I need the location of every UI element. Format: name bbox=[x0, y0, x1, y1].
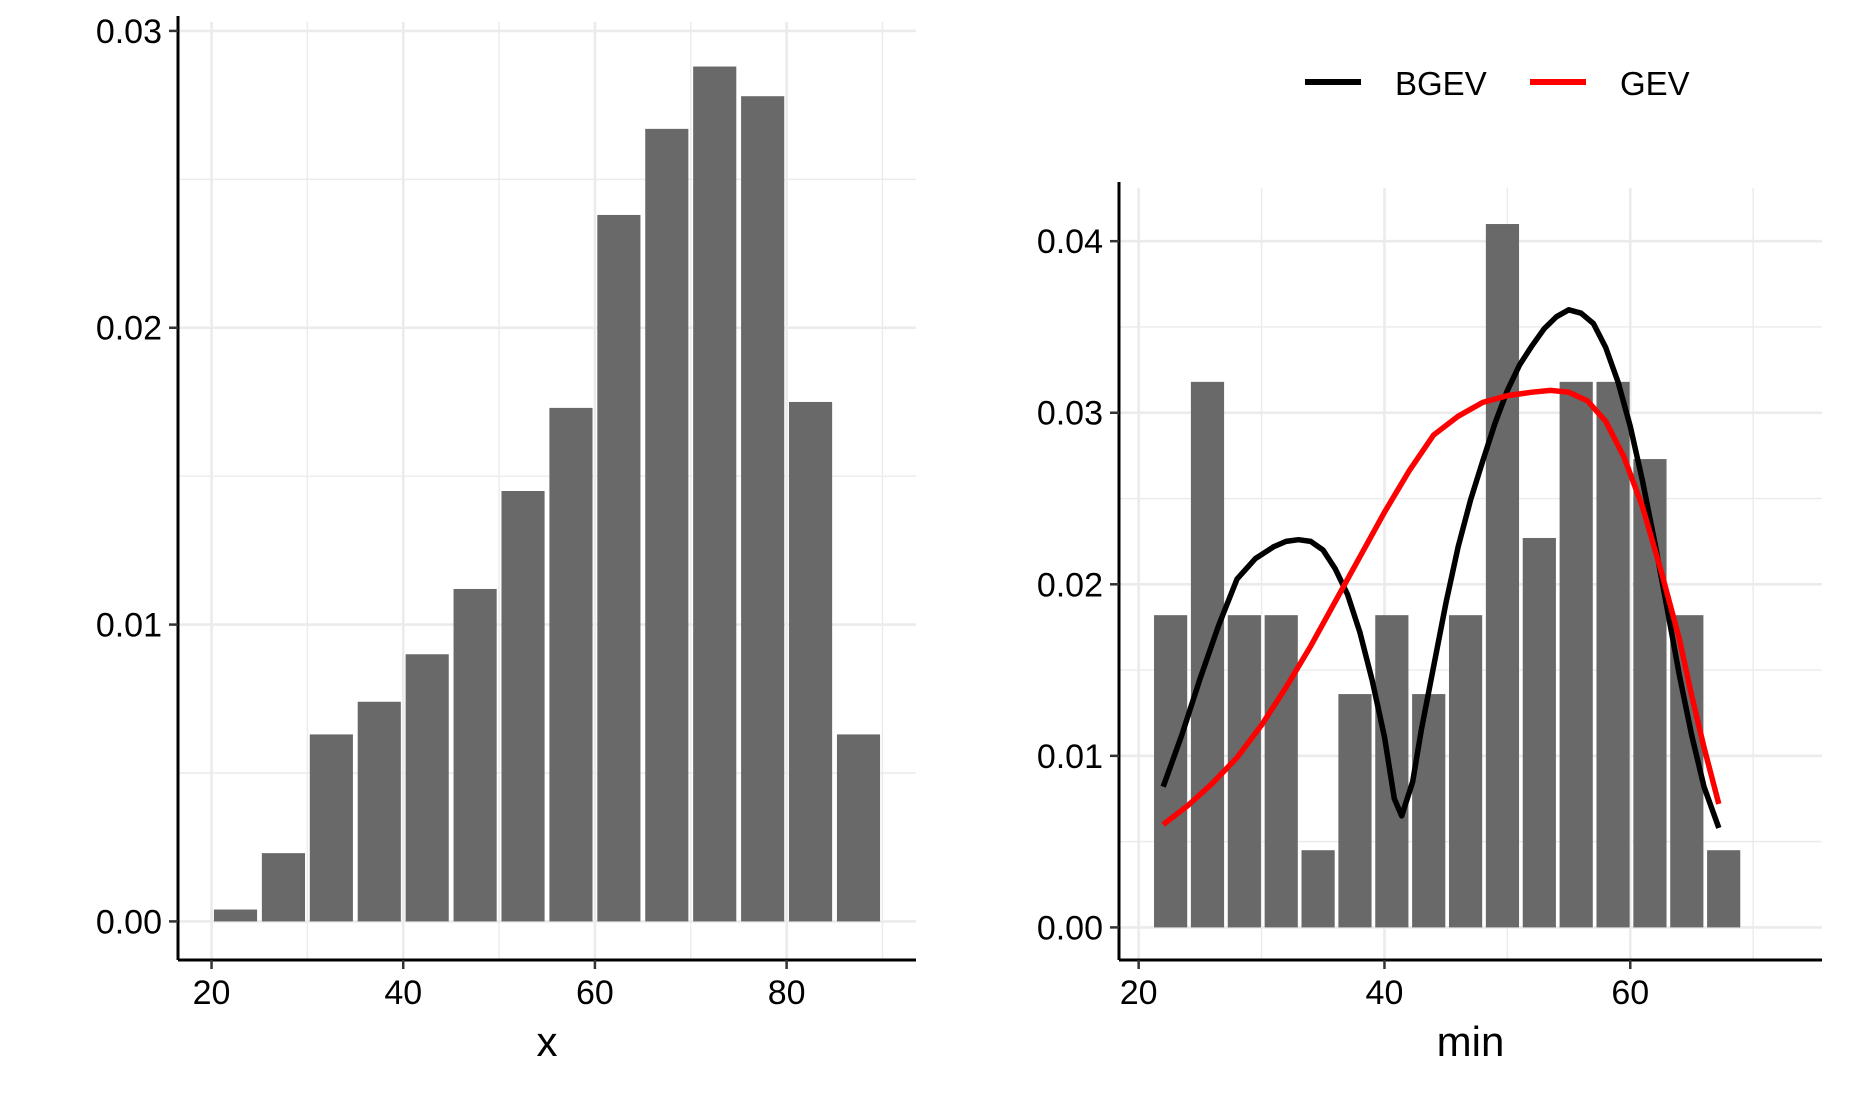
left-bar bbox=[836, 734, 881, 922]
left-bar bbox=[405, 654, 449, 922]
legend: BGEV GEV bbox=[1305, 65, 1690, 102]
left-x-tick-label: 40 bbox=[384, 974, 422, 1012]
legend-label-gev: GEV bbox=[1620, 65, 1690, 102]
left-y-tick-label: 0.02 bbox=[96, 310, 162, 348]
left-bar bbox=[309, 734, 353, 922]
right-bar bbox=[1301, 850, 1335, 928]
series-line-bgev bbox=[1160, 307, 1722, 829]
right-y-tick-label: 0.04 bbox=[1037, 223, 1103, 261]
left-bar bbox=[453, 588, 497, 922]
left-y-tick-label: 0.00 bbox=[96, 903, 162, 941]
right-y-tick-label: 0.03 bbox=[1037, 395, 1103, 433]
right-bars bbox=[1154, 224, 1741, 928]
right-x-tick-label: 60 bbox=[1611, 974, 1649, 1012]
right-bar bbox=[1559, 381, 1593, 928]
right-bar bbox=[1522, 537, 1556, 928]
left-bar bbox=[357, 701, 401, 922]
left-bar bbox=[789, 401, 833, 922]
right-bar bbox=[1338, 694, 1372, 928]
right-y-tick-label: 0.02 bbox=[1037, 566, 1103, 604]
right-bar bbox=[1596, 381, 1630, 928]
right-axes bbox=[1110, 182, 1822, 969]
histogram-x-panel: 20 40 60 80 0.00 0.01 0.02 0.03 x bbox=[96, 13, 916, 1065]
left-y-tick-labels: 0.00 0.01 0.02 0.03 bbox=[96, 13, 162, 942]
left-bar bbox=[261, 853, 305, 922]
right-bar bbox=[1485, 224, 1520, 928]
left-x-tick-label: 60 bbox=[576, 974, 614, 1012]
right-y-tick-label: 0.01 bbox=[1037, 738, 1103, 776]
left-x-tick-label: 80 bbox=[768, 974, 806, 1012]
right-x-tick-label: 40 bbox=[1366, 974, 1404, 1012]
legend-label-bgev: BGEV bbox=[1395, 65, 1487, 102]
right-x-tick-labels: 20 40 60 bbox=[1120, 974, 1649, 1012]
right-x-axis-title: min bbox=[1437, 1018, 1505, 1065]
right-bar bbox=[1264, 615, 1298, 928]
left-y-tick-label: 0.01 bbox=[96, 607, 162, 645]
left-x-axis-title: x bbox=[537, 1018, 558, 1065]
left-bar bbox=[693, 66, 737, 922]
right-bar bbox=[1707, 850, 1741, 928]
left-bar bbox=[501, 491, 545, 922]
histogram-min-panel: 20 40 60 0.00 0.01 0.02 0.03 0.04 min BGEV GEV bbox=[1037, 65, 1822, 1065]
left-bar bbox=[549, 407, 593, 922]
right-bar bbox=[1227, 615, 1261, 928]
right-bar bbox=[1412, 694, 1446, 928]
left-bar bbox=[741, 96, 785, 922]
right-y-tick-label: 0.00 bbox=[1037, 909, 1103, 947]
left-x-tick-labels: 20 40 60 80 bbox=[193, 974, 806, 1012]
left-bar bbox=[213, 909, 258, 922]
left-axes bbox=[169, 16, 916, 969]
left-bar bbox=[645, 128, 689, 922]
series-line-gev bbox=[1161, 387, 1722, 827]
left-bars bbox=[213, 66, 881, 922]
left-bar bbox=[597, 214, 641, 922]
right-bar bbox=[1448, 615, 1483, 928]
right-density-lines bbox=[1160, 307, 1722, 829]
left-y-tick-label: 0.03 bbox=[96, 13, 162, 51]
left-x-tick-label: 20 bbox=[193, 974, 231, 1012]
right-y-tick-labels: 0.00 0.01 0.02 0.03 0.04 bbox=[1037, 223, 1103, 947]
right-x-tick-label: 20 bbox=[1120, 974, 1158, 1012]
